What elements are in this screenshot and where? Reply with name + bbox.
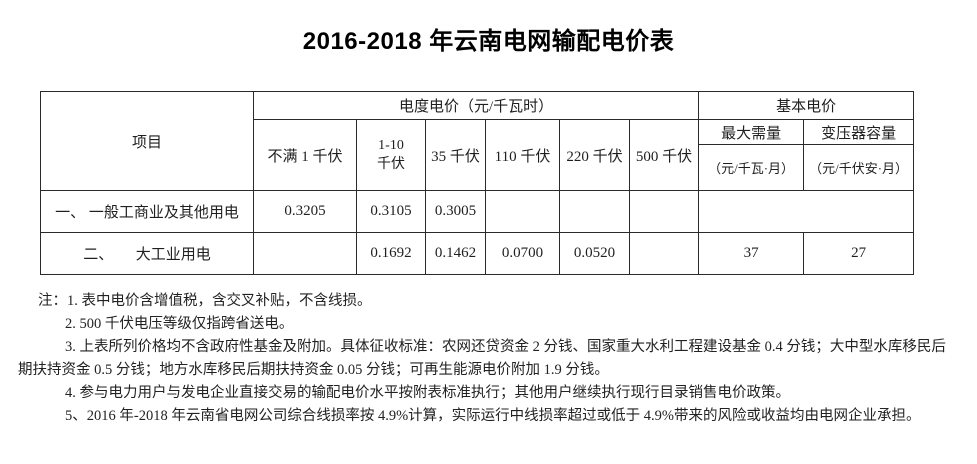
header-voltage-35kv: 35 千伏 bbox=[425, 119, 486, 191]
price-cell bbox=[628, 190, 700, 233]
note-item-1: 注：1. 表中电价含增值税，含交叉补贴，不含线损。 bbox=[38, 293, 372, 309]
price-cell bbox=[253, 232, 357, 275]
row-label-general-commercial: 一、 一般工商业及其他用电 bbox=[40, 190, 254, 233]
price-cell: 0.3105 bbox=[356, 190, 426, 233]
header-voltage-110kv: 110 千伏 bbox=[485, 119, 560, 191]
header-max-demand: 最大需量 bbox=[698, 119, 805, 145]
header-max-demand-unit: （元/千瓦·月） bbox=[698, 144, 805, 191]
note-item-4: 4. 参与电力用户与发电企业直接交易的输配电价水平按附表标准执行；其他用户继续执… bbox=[65, 385, 790, 401]
price-cell bbox=[485, 190, 560, 233]
transformer-capacity-value: 27 bbox=[803, 232, 915, 275]
note-item-5: 5、2016 年-2018 年云南省电网公司综合线损率按 4.9%计算，实际运行… bbox=[65, 408, 921, 424]
page-title: 2016-2018 年云南电网输配电价表 bbox=[302, 28, 675, 55]
max-demand-value: 37 bbox=[698, 232, 805, 275]
price-cell: 0.0520 bbox=[559, 232, 630, 275]
price-table: 项目 电度电价（元/千瓦时） 基本电价 不满 1 千伏 1-10 千伏 35 千… bbox=[40, 91, 915, 275]
price-cell: 0.3005 bbox=[425, 190, 486, 233]
price-cell: 0.1462 bbox=[425, 232, 486, 275]
header-basic-price: 基本电价 bbox=[698, 91, 915, 120]
header-energy-price: 电度电价（元/千瓦时） bbox=[252, 91, 700, 120]
price-cell bbox=[559, 190, 630, 233]
price-cell: 0.3205 bbox=[253, 190, 357, 233]
notes-section: 注：1. 表中电价含增值税，含交叉补贴，不含线损。 2. 500 千伏电压等级仅… bbox=[18, 290, 953, 428]
table-row-large-industry: 二、 大工业用电 0.1692 0.1462 0.0700 0.0520 37 … bbox=[40, 232, 915, 275]
header-transformer-capacity: 变压器容量 bbox=[803, 119, 915, 145]
note-item-3: 3. 上表所列价格均不含政府性基金及附加。具体征收标准：农网还贷资金 2 分钱、… bbox=[18, 339, 946, 378]
header-voltage-under1kv: 不满 1 千伏 bbox=[253, 119, 357, 191]
price-cell: 0.0700 bbox=[485, 232, 560, 275]
price-cell bbox=[628, 232, 700, 275]
row-label-large-industry: 二、 大工业用电 bbox=[40, 232, 254, 275]
header-voltage-500kv: 500 千伏 bbox=[628, 119, 700, 191]
price-cell: 0.1692 bbox=[356, 232, 426, 275]
header-voltage-1-10kv: 1-10 千伏 bbox=[356, 119, 426, 191]
basic-price-merged-cell bbox=[698, 190, 915, 233]
header-project: 项目 bbox=[40, 91, 254, 191]
table-row-general-commercial: 一、 一般工商业及其他用电 0.3205 0.3105 0.3005 bbox=[40, 190, 915, 233]
note-item-2: 2. 500 千伏电压等级仅指跨省送电。 bbox=[65, 316, 294, 332]
header-transformer-capacity-unit: （元/千伏安·月） bbox=[803, 144, 915, 191]
header-voltage-220kv: 220 千伏 bbox=[559, 119, 630, 191]
